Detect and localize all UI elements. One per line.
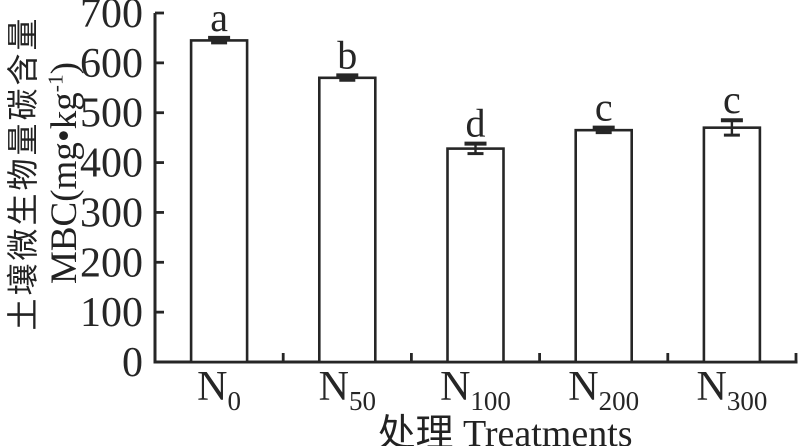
y-tick-label: 500 xyxy=(80,91,143,137)
bar-N200 xyxy=(574,128,634,364)
bar-N50 xyxy=(317,76,377,364)
bar-N100 xyxy=(446,147,505,364)
y-tick-label: 300 xyxy=(80,190,143,236)
sig-letter: c xyxy=(595,85,613,130)
sig-letter: b xyxy=(337,32,357,77)
sig-letter: a xyxy=(210,0,228,40)
x-category-label: N300 xyxy=(696,364,767,416)
y-tick-label: 200 xyxy=(80,240,143,286)
x-category-label: N50 xyxy=(319,364,376,416)
sig-letter: d xyxy=(466,101,486,146)
bar-N0 xyxy=(189,39,249,364)
x-category-label: N100 xyxy=(440,364,511,416)
x-category-label: N0 xyxy=(197,364,241,416)
y-tick-label: 700 xyxy=(80,0,143,37)
y-tick-label: 100 xyxy=(80,290,143,336)
sig-letter: c xyxy=(723,77,741,122)
bar-N300 xyxy=(702,126,762,364)
y-tick-label: 600 xyxy=(80,41,143,87)
x-category-label: N200 xyxy=(568,364,639,416)
x-axis-title: 处理 Treatments xyxy=(377,413,633,446)
y-tick-label: 0 xyxy=(122,340,143,386)
y-tick-label: 400 xyxy=(80,141,143,187)
